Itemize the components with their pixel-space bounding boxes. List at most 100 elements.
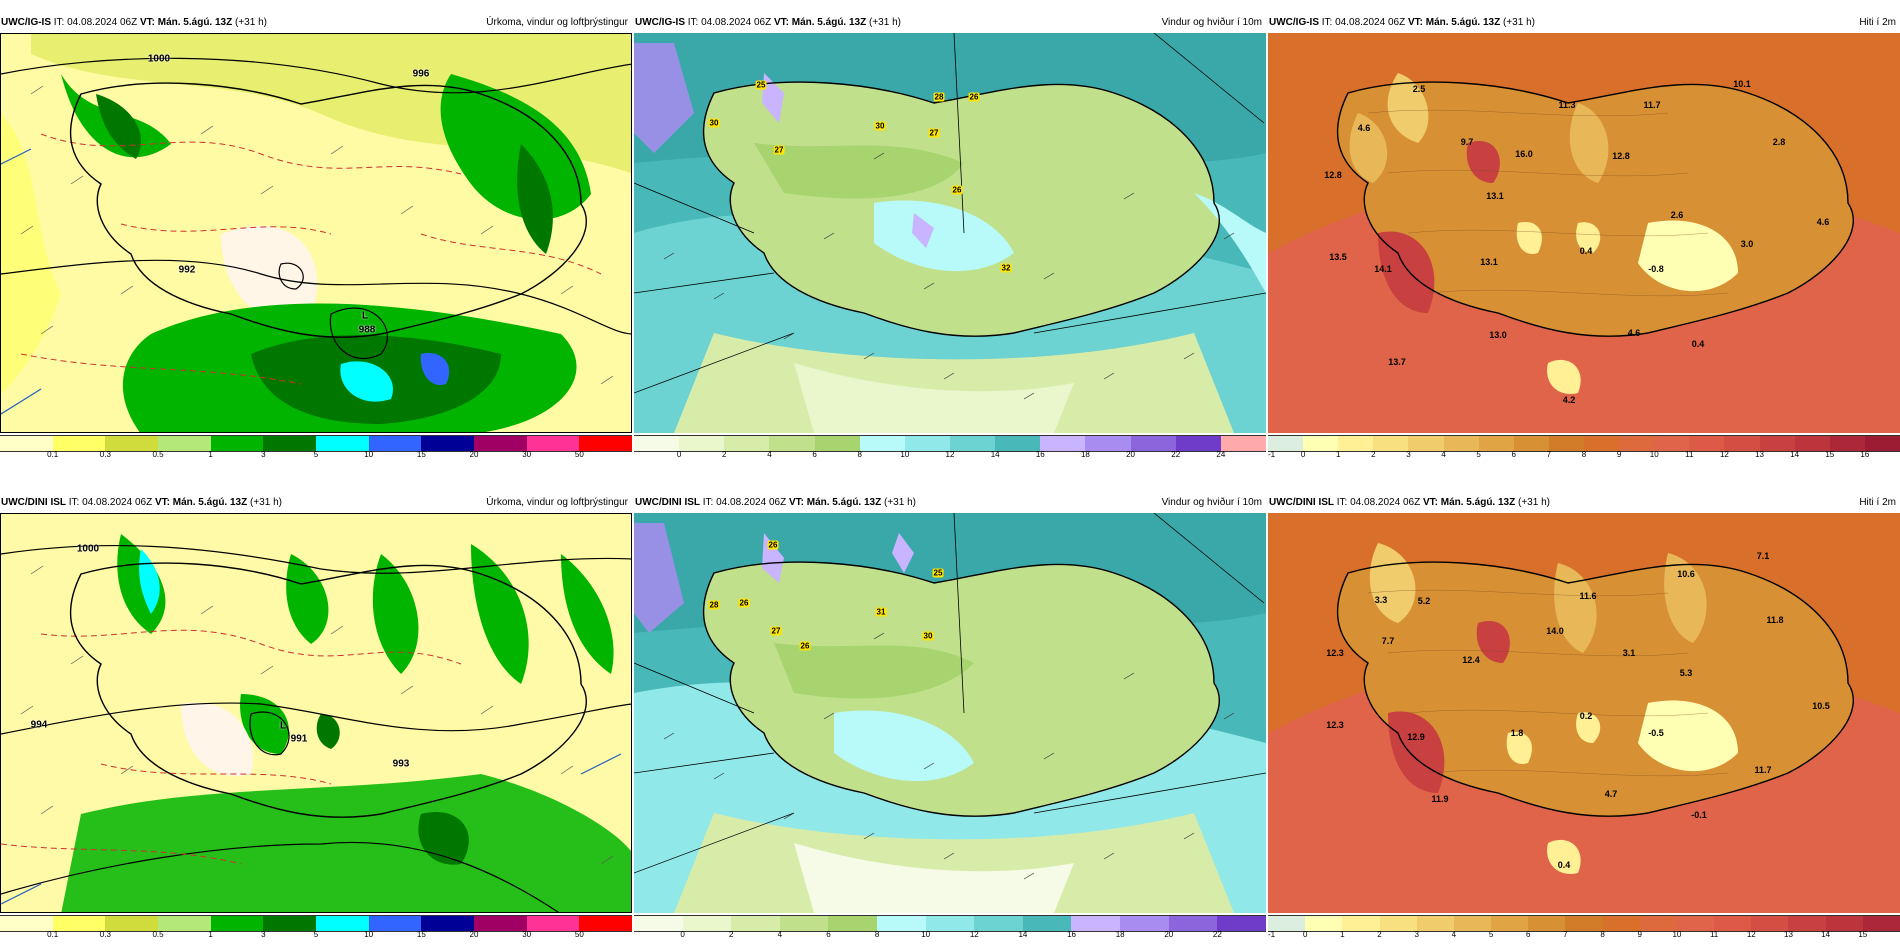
model-name: UWC/DINI ISL — [1, 497, 66, 508]
legend-swatch — [1724, 436, 1760, 451]
legend-swatch — [859, 436, 905, 451]
legend-swatch — [1217, 916, 1266, 931]
temp-label: 14.0 — [1546, 626, 1564, 636]
gust-label: 26 — [951, 185, 963, 195]
it-label: IT: — [702, 497, 714, 508]
legend-tick-label: 2 — [728, 930, 734, 939]
temp-label: 13.0 — [1489, 330, 1507, 340]
it-label: IT: — [1336, 497, 1348, 508]
pressure-label: 1000 — [147, 53, 171, 65]
panel-wind-igis: UWC/IG-IS IT: 04.08.2024 06Z VT: Mán. 5.… — [634, 15, 1266, 465]
low-marker: L — [361, 310, 369, 322]
legend-tick-label: 10 — [364, 930, 374, 939]
legend-swatch — [1639, 916, 1677, 931]
panel-temp-dini: UWC/DINI ISL IT: 04.08.2024 06Z VT: Mán.… — [1268, 495, 1900, 945]
panel-wind-dini: UWC/DINI ISL IT: 04.08.2024 06Z VT: Mán.… — [634, 495, 1266, 945]
legend-swatch — [1120, 916, 1169, 931]
legend-swatch — [526, 916, 580, 931]
temp-label: 11.6 — [1579, 591, 1597, 601]
temp-label: 0.4 — [1691, 339, 1705, 349]
legend-tick-label: 15 — [1825, 450, 1835, 459]
legend-swatch — [634, 436, 680, 451]
vt-label: VT: — [1407, 17, 1423, 28]
legend-tick-label: 20 — [469, 450, 479, 459]
legend-tick-label: 9 — [1637, 930, 1642, 939]
legend-swatch — [526, 436, 580, 451]
pressure-label: 988 — [358, 324, 376, 336]
panel-title: Vindur og hviður í 10m — [1161, 17, 1262, 28]
legend-swatch — [1548, 436, 1584, 451]
legend-swatch — [1408, 436, 1444, 451]
legend-tick-label: 50 — [574, 930, 584, 939]
legend-tick-label: 5 — [1488, 930, 1494, 939]
legend-swatch — [210, 916, 264, 931]
temp-label: 11.8 — [1766, 615, 1784, 625]
legend-swatch — [1305, 916, 1343, 931]
temp-label: 11.3 — [1558, 100, 1576, 110]
temp-label: 0.4 — [1557, 860, 1571, 870]
panel-title: Úrkoma, vindur og loftþrýstingur — [486, 17, 628, 28]
gust-label: 28 — [708, 600, 720, 610]
legend-swatch — [1619, 436, 1655, 451]
legend-swatch — [474, 436, 527, 451]
legend-tick-label: 6 — [826, 930, 831, 939]
legend-tick-label: -1 — [1268, 930, 1276, 939]
color-legend: 0.1 0.3 0.5 1 3 5 10 15 20 30 50 — [0, 435, 633, 461]
legend-swatch — [724, 436, 770, 451]
temp-label: 7.7 — [1381, 636, 1395, 646]
gust-label: 26 — [799, 641, 811, 651]
legend-tick-label: 20 — [1164, 930, 1174, 939]
legend-swatch — [779, 916, 829, 931]
legend-tick-label: 14 — [1821, 930, 1831, 939]
legend-tick-label: 1 — [1335, 450, 1341, 459]
temp-label: 5.3 — [1679, 668, 1693, 678]
temp-label: 13.1 — [1480, 257, 1498, 267]
temp-label: 4.6 — [1816, 217, 1830, 227]
it-label: IT: — [68, 497, 80, 508]
legend-swatch — [949, 436, 996, 451]
legend-tick-label: 30 — [522, 930, 532, 939]
low-marker: L — [279, 720, 287, 732]
panel-title: Vindur og hviður í 10m — [1161, 497, 1262, 508]
init-time: 04.08.2024 06Z — [1350, 497, 1421, 508]
panel-temp-igis: UWC/IG-IS IT: 04.08.2024 06Z VT: Mán. 5.… — [1268, 15, 1900, 465]
legend-tick-label: 16 — [1035, 450, 1045, 459]
legend-swatches — [0, 435, 633, 452]
init-time: 04.08.2024 06Z — [82, 497, 153, 508]
gust-label: 30 — [708, 118, 720, 128]
legend-swatch — [263, 436, 317, 451]
color-legend: 0 2 4 6 8 10 12 14 16 18 20 22 — [634, 915, 1266, 941]
legend-tick-label: 15 — [1858, 930, 1868, 939]
wind-map: 25 30 27 30 28 26 27 26 32 — [634, 33, 1266, 433]
legend-tick-label: 15 — [416, 450, 426, 459]
legend-swatch — [1303, 436, 1339, 451]
legend-tick-label: 5 — [1476, 450, 1481, 459]
legend-swatch — [1168, 916, 1218, 931]
legend-swatch — [828, 916, 878, 931]
gust-label: 26 — [968, 92, 980, 102]
forecast-offset: (+31 h) — [1518, 497, 1550, 508]
model-name: UWC/DINI ISL — [1269, 497, 1334, 508]
legend-swatch — [421, 436, 475, 451]
legend-tick-label: 10 — [1672, 930, 1682, 939]
legend-tick-label: 6 — [812, 450, 817, 459]
legend-swatch — [368, 916, 422, 931]
gust-label: 27 — [770, 626, 782, 636]
legend-swatches — [634, 435, 1266, 452]
legend-tick-label: 4 — [767, 450, 772, 459]
legend-swatch — [1268, 436, 1304, 451]
legend-swatch — [1759, 436, 1795, 451]
legend-swatch — [1342, 916, 1380, 931]
legend-swatch — [1379, 916, 1417, 931]
legend-tick-label: 8 — [874, 930, 880, 939]
temp-label: 9.7 — [1460, 137, 1474, 147]
temp-label: 16.0 — [1515, 149, 1533, 159]
precip-map: 1000 L 991 994 993 — [0, 513, 632, 913]
legend-swatch — [1085, 436, 1131, 451]
model-name: UWC/DINI ISL — [635, 497, 700, 508]
gust-label: 27 — [928, 128, 940, 138]
legend-ticks: -1 0 1 2 3 4 5 6 7 8 9 10 11 12 13 14 15 — [1268, 930, 1900, 941]
gust-label: 30 — [874, 121, 886, 131]
legend-swatch — [769, 436, 815, 451]
legend-swatch — [995, 436, 1041, 451]
